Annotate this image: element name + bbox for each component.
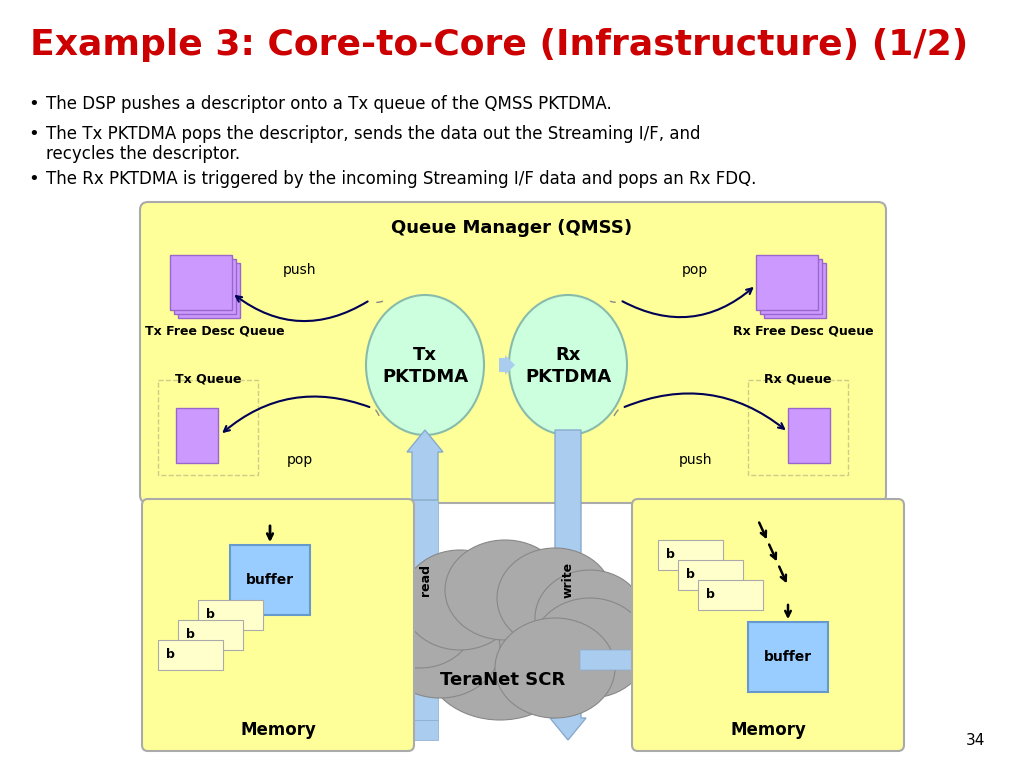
Text: The Tx PKTDMA pops the descriptor, sends the data out the Streaming I/F, and: The Tx PKTDMA pops the descriptor, sends…	[46, 125, 700, 143]
Bar	[760, 259, 822, 314]
Text: The Rx PKTDMA is triggered by the incoming Streaming I/F data and pops an Rx FDQ: The Rx PKTDMA is triggered by the incomi…	[46, 170, 757, 188]
FancyArrow shape	[550, 430, 586, 740]
Text: Rx Queue: Rx Queue	[764, 372, 831, 385]
Text: Example 3: Core-to-Core (Infrastructure) (1/2): Example 3: Core-to-Core (Infrastructure)…	[30, 28, 969, 62]
FancyBboxPatch shape	[632, 499, 904, 751]
Text: pop: pop	[682, 263, 709, 277]
Text: •: •	[28, 125, 39, 143]
Text: b: b	[186, 628, 195, 641]
Text: b: b	[666, 548, 675, 561]
Text: b: b	[206, 608, 215, 621]
Ellipse shape	[535, 570, 645, 666]
Ellipse shape	[497, 548, 613, 648]
Text: recycles the descriptor.: recycles the descriptor.	[46, 145, 240, 163]
Ellipse shape	[445, 540, 565, 640]
Text: Rx: Rx	[555, 346, 581, 364]
FancyArrow shape	[499, 355, 515, 375]
Text: write: write	[561, 562, 574, 598]
Bar	[756, 255, 818, 310]
Text: push: push	[678, 453, 712, 467]
Ellipse shape	[425, 600, 575, 720]
Text: The DSP pushes a descriptor onto a Tx queue of the QMSS PKTDMA.: The DSP pushes a descriptor onto a Tx qu…	[46, 95, 611, 113]
Text: Rx Free Desc Queue: Rx Free Desc Queue	[733, 325, 873, 338]
Bar	[412, 720, 438, 740]
Text: TeraNet SCR: TeraNet SCR	[440, 671, 565, 689]
Bar	[158, 380, 258, 475]
Bar	[178, 263, 240, 318]
Bar	[174, 259, 236, 314]
Text: b: b	[686, 568, 695, 581]
Text: buffer: buffer	[764, 650, 812, 664]
Bar	[658, 540, 723, 570]
Text: 34: 34	[966, 733, 985, 748]
Text: Tx: Tx	[413, 346, 437, 364]
Bar	[748, 622, 828, 692]
Bar	[198, 600, 263, 630]
Bar	[230, 545, 310, 615]
Ellipse shape	[509, 295, 627, 435]
Bar	[178, 620, 243, 650]
Text: PKTDMA: PKTDMA	[525, 368, 611, 386]
Text: Memory: Memory	[240, 721, 316, 739]
Bar	[678, 560, 743, 590]
Text: b: b	[706, 588, 715, 601]
Text: Tx Free Desc Queue: Tx Free Desc Queue	[145, 325, 285, 338]
Bar	[748, 380, 848, 475]
Text: buffer: buffer	[246, 573, 294, 587]
Text: •: •	[28, 170, 39, 188]
Bar	[170, 255, 232, 310]
Bar	[698, 580, 763, 610]
Text: push: push	[284, 263, 316, 277]
FancyBboxPatch shape	[140, 202, 886, 503]
Bar	[158, 640, 223, 670]
Ellipse shape	[532, 598, 648, 698]
Bar	[176, 408, 218, 463]
Ellipse shape	[366, 295, 484, 435]
Text: PKTDMA: PKTDMA	[382, 368, 468, 386]
Text: read: read	[419, 564, 431, 596]
Bar	[764, 263, 826, 318]
FancyBboxPatch shape	[142, 499, 414, 751]
Ellipse shape	[402, 550, 518, 650]
Text: Memory: Memory	[730, 721, 806, 739]
Text: pop: pop	[287, 453, 313, 467]
FancyArrow shape	[580, 646, 660, 674]
Ellipse shape	[495, 618, 615, 718]
Ellipse shape	[380, 598, 500, 698]
Text: Queue Manager (QMSS): Queue Manager (QMSS)	[391, 219, 633, 237]
Bar	[788, 408, 830, 463]
FancyArrow shape	[407, 430, 443, 500]
Text: b: b	[166, 648, 175, 661]
Text: Tx Queue: Tx Queue	[175, 372, 242, 385]
Text: •: •	[28, 95, 39, 113]
Ellipse shape	[365, 572, 475, 668]
Bar	[412, 500, 438, 720]
